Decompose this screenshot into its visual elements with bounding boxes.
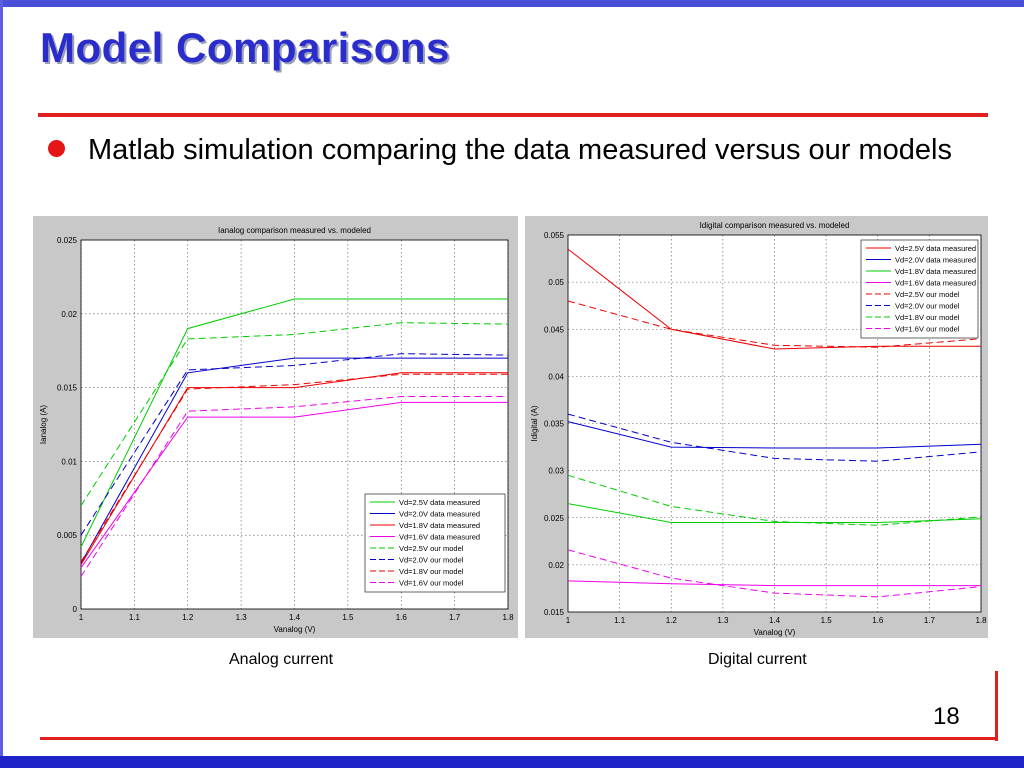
x-tick-label: 1.7 xyxy=(449,613,461,622)
x-tick-label: 1.6 xyxy=(396,613,408,622)
y-tick-label: 0.02 xyxy=(61,310,77,319)
y-tick-label: 0.02 xyxy=(548,561,564,570)
x-tick-label: 1.5 xyxy=(821,616,833,625)
y-tick-label: 0 xyxy=(73,605,78,614)
series-line-1 xyxy=(80,298,508,548)
y-tick-label: 0.025 xyxy=(57,236,78,245)
y-tick-label: 0.045 xyxy=(544,325,565,334)
series-line-6 xyxy=(80,353,509,536)
y-tick-label: 0.03 xyxy=(548,467,564,476)
x-tick-label: 1.7 xyxy=(924,616,936,625)
y-tick-label: 0.035 xyxy=(544,420,565,429)
y-axis-label: Idigital (A) xyxy=(530,405,539,441)
chart-title: Ianalog comparison measured vs. modeled xyxy=(218,226,371,235)
left-edge-band xyxy=(0,0,3,768)
series-line-6 xyxy=(567,413,982,462)
series-line-1 xyxy=(567,248,981,350)
x-tick-label: 1.8 xyxy=(502,613,514,622)
series-line-7 xyxy=(567,474,982,526)
series-line-8 xyxy=(567,549,982,598)
y-tick-label: 0.015 xyxy=(544,608,565,617)
analog-current-figure: 1 1.1 1.2 1.3 1.4 1.5 1.6 1.7 1.8 0 0.005 0.01 0.015… xyxy=(33,216,518,638)
y-tick-label: 0.04 xyxy=(548,372,564,381)
x-axis-label: Vanalog (V) xyxy=(274,625,316,634)
series-line-4 xyxy=(80,401,508,568)
y-tick-label: 0.01 xyxy=(61,457,77,466)
x-tick-label: 1.5 xyxy=(342,613,354,622)
analog-chart: 1 1.1 1.2 1.3 1.4 1.5 1.6 1.7 1.8 0 0.005 0.01 0.015… xyxy=(39,226,514,634)
digital-chart: 1 1.1 1.2 1.3 1.4 1.5 1.6 1.7 1.8 0.015 0.02 0.025 0… xyxy=(530,221,987,637)
legend-label: Vd=2.0V data measured xyxy=(895,256,976,265)
legend-label: Vd=2.0V data measured xyxy=(399,510,480,519)
legend-label: Vd=2.5V our model xyxy=(399,544,464,553)
footer-rule xyxy=(40,737,998,740)
legend-label: Vd=1.8V data measured xyxy=(895,267,976,276)
chart-title: Idigital comparison measured vs. modeled xyxy=(700,221,850,230)
bullet-text: Matlab simulation comparing the data mea… xyxy=(88,134,952,166)
legend-label: Vd=2.5V data measured xyxy=(399,498,480,507)
bullet-dot xyxy=(48,140,65,157)
bottom-band xyxy=(0,756,1024,768)
y-tick-label: 0.025 xyxy=(544,514,565,523)
series-line-2 xyxy=(80,357,508,564)
slide-title: Model Comparisons xyxy=(40,24,450,71)
series-line-3 xyxy=(567,503,982,523)
digital-current-figure: 1 1.1 1.2 1.3 1.4 1.5 1.6 1.7 1.8 0.015 0.02 0.025 0… xyxy=(525,216,988,638)
legend-box xyxy=(364,493,506,593)
legend-label: Vd=2.5V data measured xyxy=(895,244,976,253)
legend-label: Vd=1.6V data measured xyxy=(399,533,480,542)
page-number: 18 xyxy=(933,703,960,730)
x-tick-label: 1.1 xyxy=(614,616,626,625)
series-line-4 xyxy=(567,580,981,587)
analog-caption: Analog current xyxy=(229,651,334,668)
y-tick-label: 0.05 xyxy=(548,278,564,287)
corner-vertical-rule xyxy=(995,671,998,741)
digital-caption: Digital current xyxy=(708,651,807,668)
legend-label: Vd=1.8V our model xyxy=(399,567,464,576)
y-tick-label: 0.055 xyxy=(544,231,565,240)
x-tick-label: 1.2 xyxy=(666,616,678,625)
series-line-5 xyxy=(80,322,509,506)
y-tick-label: 0.015 xyxy=(57,384,78,393)
plot-frame xyxy=(567,234,982,613)
x-tick-label: 1.6 xyxy=(872,616,884,625)
y-axis-label: Ianalog (A) xyxy=(39,405,48,444)
legend-box xyxy=(860,239,979,339)
x-tick-label: 1 xyxy=(566,616,571,625)
title-underline xyxy=(38,113,988,117)
legend-label: Vd=1.6V our model xyxy=(895,325,960,334)
x-tick-label: 1.4 xyxy=(769,616,781,625)
series-line-7 xyxy=(80,373,508,563)
x-tick-label: 1.3 xyxy=(717,616,729,625)
legend-label: Vd=2.5V our model xyxy=(895,290,960,299)
x-tick-label: 1 xyxy=(79,613,84,622)
x-tick-label: 1.2 xyxy=(182,613,194,622)
series-line-5 xyxy=(567,300,982,348)
legend-label: Vd=1.6V data measured xyxy=(895,279,976,288)
top-band xyxy=(0,0,1024,7)
x-tick-label: 1.8 xyxy=(975,616,987,625)
legend-label: Vd=1.6V our model xyxy=(399,579,464,588)
x-tick-label: 1.3 xyxy=(236,613,248,622)
plot-frame xyxy=(80,239,509,610)
x-axis-label: Vanalog (V) xyxy=(754,628,796,637)
x-tick-label: 1.1 xyxy=(129,613,141,622)
legend-label: Vd=1.8V data measured xyxy=(399,521,480,530)
legend-label: Vd=2.0V our model xyxy=(399,556,464,565)
legend-label: Vd=2.0V our model xyxy=(895,302,960,311)
x-tick-label: 1.4 xyxy=(289,613,301,622)
y-tick-label: 0.005 xyxy=(57,531,78,540)
series-line-2 xyxy=(567,421,982,449)
legend-label: Vd=1.8V our model xyxy=(895,313,960,322)
series-line-8 xyxy=(80,396,508,577)
